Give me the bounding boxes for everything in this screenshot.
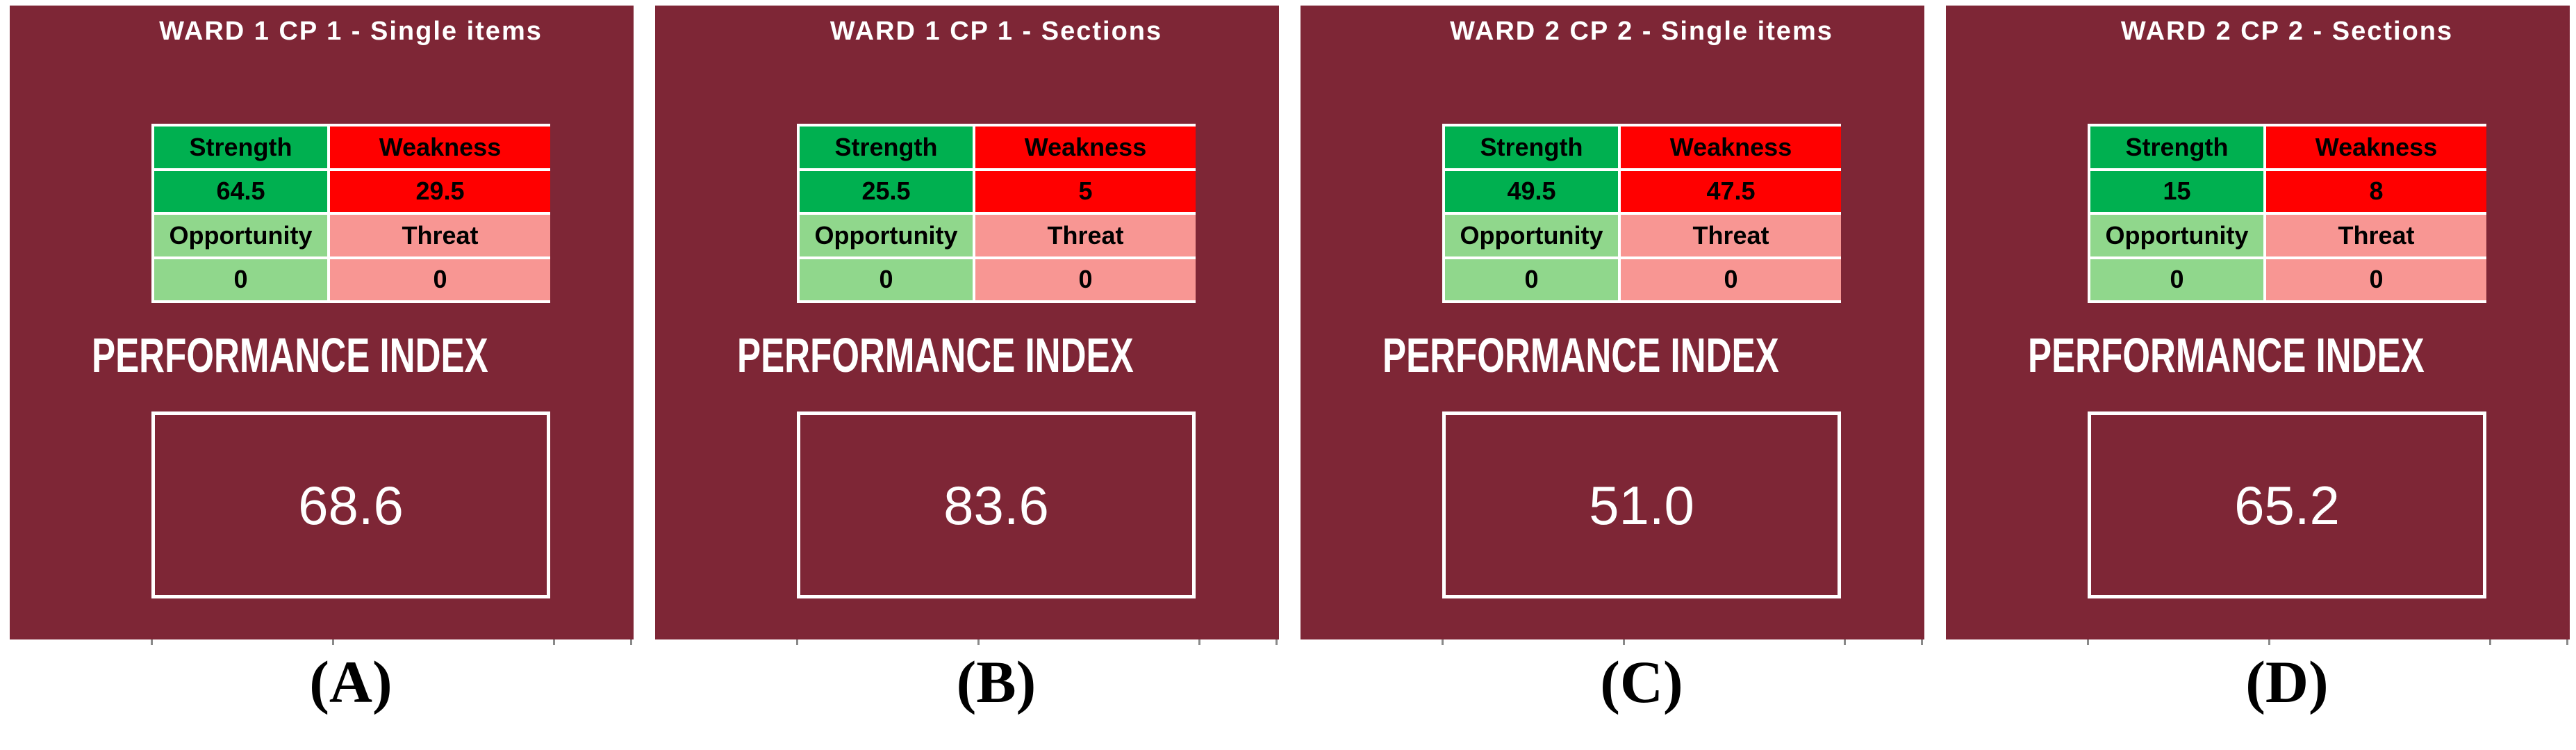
axis-tick [2489,639,2491,645]
panel-caption: (A) [309,649,393,715]
performance-index-label: PERFORMANCE INDEX [92,328,488,382]
axis-tick [2087,639,2089,645]
axis-tick [151,639,153,645]
performance-index-label: PERFORMANCE INDEX [737,328,1134,382]
performance-index-box: 51.0 [1442,411,1841,598]
opportunity-value-cell: 0 [154,259,328,300]
opportunity-label-cell: Opportunity [1445,215,1619,256]
swot-performance-figure: WARD 1 CP 1 - Single items Strength Weak… [10,6,2570,717]
swot-table: Strength Weakness 64.5 29.5 Opportunity … [151,124,550,303]
axis-tick [2566,639,2568,645]
panel-ward1-cp1-sections: WARD 1 CP 1 - Sections Strength Weakness… [655,6,1279,717]
axis-tick [553,639,555,645]
strength-value-cell: 25.5 [800,170,973,212]
performance-index-box: 83.6 [797,411,1196,598]
axis-tick [1844,639,1846,645]
weakness-value-cell: 29.5 [330,170,550,212]
panel-canvas-b: WARD 1 CP 1 - Sections Strength Weakness… [655,6,1279,645]
threat-value-cell: 0 [2266,259,2486,300]
performance-index-box: 68.6 [151,411,550,598]
performance-index-value: 51.0 [1589,474,1694,536]
panel-caption: (B) [956,649,1037,715]
swot-table: Strength Weakness 25.5 5 Opportunity Thr… [797,124,1196,303]
panel-ward2-cp2-single-items: WARD 2 CP 2 - Single items Strength Weak… [1301,6,1924,717]
performance-index-value: 68.6 [298,474,404,536]
panel-caption: (C) [1600,649,1683,715]
performance-index-box: 65.2 [2088,411,2486,598]
strength-value-cell: 64.5 [154,170,328,212]
threat-value-cell: 0 [975,259,1196,300]
weakness-value-cell: 47.5 [1621,170,1841,212]
panel-canvas-c: WARD 2 CP 2 - Single items Strength Weak… [1301,6,1924,645]
axis-tick [796,639,798,645]
panel-title: WARD 2 CP 2 - Sections [2120,17,2454,46]
performance-index-value: 83.6 [943,474,1049,536]
panel-ward1-cp1-single-items: WARD 1 CP 1 - Single items Strength Weak… [10,6,634,717]
strength-value-cell: 49.5 [1445,170,1619,212]
axis-tick [1921,639,1923,645]
weakness-value-cell: 5 [975,170,1196,212]
opportunity-label-cell: Opportunity [154,215,328,256]
panel-canvas-d: WARD 2 CP 2 - Sections Strength Weakness… [1946,6,2570,645]
panel-ward2-cp2-sections: WARD 2 CP 2 - Sections Strength Weakness… [1946,6,2570,717]
performance-index-label: PERFORMANCE INDEX [2028,328,2425,382]
strength-label-cell: Strength [800,127,973,168]
panel-canvas-a: WARD 1 CP 1 - Single items Strength Weak… [10,6,634,645]
axis-tick [630,639,632,645]
threat-label-cell: Threat [975,215,1196,256]
panel-caption: (D) [2245,649,2329,715]
axis-tick [977,639,980,645]
opportunity-value-cell: 0 [800,259,973,300]
swot-table: Strength Weakness 15 8 Opportunity Threa… [2088,124,2486,303]
opportunity-value-cell: 0 [2090,259,2264,300]
axis-tick [1275,639,1278,645]
axis-tick [1198,639,1200,645]
threat-label-cell: Threat [1621,215,1841,256]
strength-label-cell: Strength [154,127,328,168]
weakness-label-cell: Weakness [1621,127,1841,168]
weakness-value-cell: 8 [2266,170,2486,212]
weakness-label-cell: Weakness [975,127,1196,168]
threat-value-cell: 0 [330,259,550,300]
swot-table: Strength Weakness 49.5 47.5 Opportunity … [1442,124,1841,303]
threat-label-cell: Threat [2266,215,2486,256]
opportunity-value-cell: 0 [1445,259,1619,300]
axis-tick [1442,639,1444,645]
weakness-label-cell: Weakness [330,127,550,168]
axis-tick [1623,639,1625,645]
performance-index-label: PERFORMANCE INDEX [1382,328,1779,382]
performance-index-value: 65.2 [2234,474,2340,536]
strength-label-cell: Strength [1445,127,1619,168]
panel-title: WARD 1 CP 1 - Sections [829,17,1163,46]
strength-value-cell: 15 [2090,170,2264,212]
panel-title: WARD 1 CP 1 - Single items [159,17,543,46]
strength-label-cell: Strength [2090,127,2264,168]
opportunity-label-cell: Opportunity [800,215,973,256]
threat-value-cell: 0 [1621,259,1841,300]
panel-title: WARD 2 CP 2 - Single items [1450,17,1833,46]
weakness-label-cell: Weakness [2266,127,2486,168]
axis-tick [332,639,334,645]
threat-label-cell: Threat [330,215,550,256]
opportunity-label-cell: Opportunity [2090,215,2264,256]
axis-tick [2268,639,2270,645]
